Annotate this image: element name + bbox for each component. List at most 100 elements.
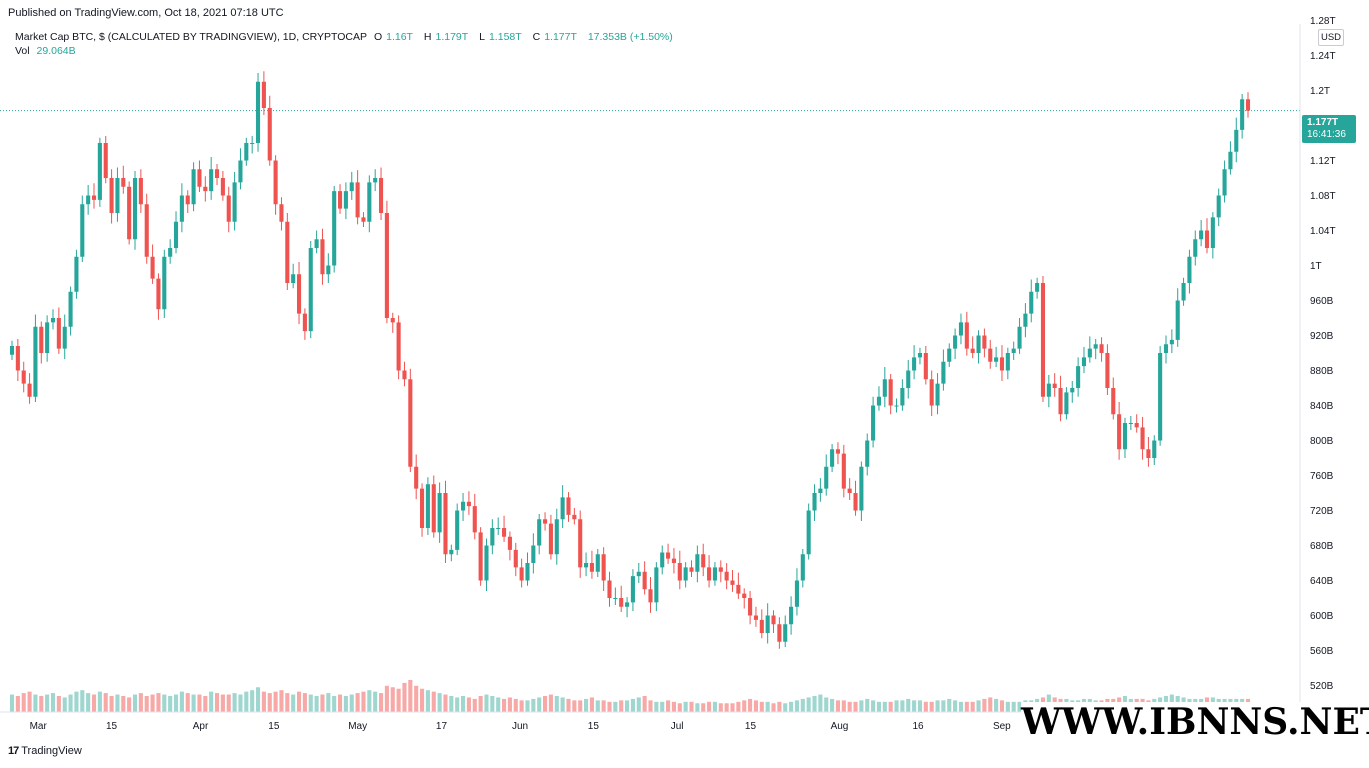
tradingview-logo[interactable]: 17 TradingView bbox=[8, 745, 82, 757]
candle-body bbox=[554, 519, 559, 555]
volume-bar bbox=[255, 687, 261, 712]
candle-body bbox=[607, 580, 612, 598]
volume-bar bbox=[701, 703, 706, 712]
candle-body bbox=[1199, 230, 1204, 240]
price-axis[interactable]: 520B 560B 600B 640B 680B 720B 760B 800B 840B 880B… bbox=[1299, 16, 1336, 712]
candle-body bbox=[33, 326, 38, 397]
volume-bar bbox=[320, 694, 325, 712]
candle-body bbox=[671, 558, 676, 563]
time-tick-label: Mar bbox=[30, 721, 48, 732]
price-tick-label: 760B bbox=[1310, 471, 1334, 482]
volume-bar bbox=[132, 694, 138, 712]
volume-bar bbox=[291, 694, 296, 712]
volume-bar bbox=[390, 687, 395, 712]
candle-body bbox=[976, 335, 981, 353]
candle-body bbox=[958, 322, 964, 336]
candle-body bbox=[1122, 423, 1128, 450]
candle-body bbox=[326, 265, 331, 275]
candle-body bbox=[794, 580, 799, 607]
volume-bar bbox=[437, 693, 442, 712]
volume-bar bbox=[162, 694, 167, 712]
candle-body bbox=[1146, 449, 1151, 458]
volume-bar bbox=[566, 698, 571, 712]
candle-body bbox=[1029, 291, 1034, 314]
volume-bar bbox=[220, 694, 225, 712]
volume-bar bbox=[572, 700, 577, 712]
candle-body bbox=[437, 493, 442, 533]
candle-body bbox=[953, 335, 958, 349]
volume-bar bbox=[953, 700, 958, 712]
candle-body bbox=[636, 571, 641, 577]
volume-bar bbox=[21, 693, 26, 712]
candle-body bbox=[1210, 217, 1215, 248]
currency-badge[interactable]: USD bbox=[1318, 29, 1344, 46]
candle-body bbox=[214, 169, 220, 178]
candle-body bbox=[484, 545, 489, 581]
volume-bar bbox=[584, 698, 589, 712]
change-value: 17.353B (+1.50%) bbox=[587, 31, 673, 43]
candle-body bbox=[1193, 239, 1198, 257]
candle-body bbox=[1076, 366, 1081, 388]
high-value: 1.179T bbox=[435, 31, 469, 43]
candle-body bbox=[548, 523, 553, 555]
symbol-title[interactable]: Market Cap BTC, $ (CALCULATED BY TRADING… bbox=[15, 31, 368, 43]
volume-bar bbox=[548, 694, 553, 712]
volume-bar bbox=[941, 700, 946, 712]
volume-bar bbox=[232, 693, 237, 712]
volume-bar bbox=[150, 694, 155, 712]
candle-body bbox=[625, 602, 630, 607]
volume-label[interactable]: Vol bbox=[15, 45, 30, 57]
candle-body bbox=[91, 195, 97, 200]
volume-bar bbox=[109, 696, 114, 712]
volume-bar bbox=[783, 703, 788, 712]
volume-bar bbox=[127, 697, 132, 712]
volume-bar bbox=[619, 700, 624, 712]
candle-body bbox=[707, 567, 712, 581]
price-tick-label: 840B bbox=[1310, 401, 1334, 412]
candle-body bbox=[730, 580, 735, 585]
time-tick-label: 17 bbox=[436, 721, 448, 732]
volume-bar bbox=[531, 698, 536, 712]
candle-body bbox=[871, 405, 876, 441]
volume-bar bbox=[625, 700, 630, 712]
volume-bar bbox=[636, 697, 641, 712]
candle-body bbox=[1117, 414, 1122, 450]
volume-bar bbox=[988, 697, 993, 712]
volume-bar bbox=[461, 696, 466, 712]
volume-value: 29.064B bbox=[36, 45, 76, 57]
candle-body bbox=[378, 178, 384, 213]
volume-bar bbox=[906, 698, 911, 712]
volume-bar bbox=[185, 693, 190, 712]
candle-body bbox=[917, 353, 923, 358]
candle-body bbox=[285, 221, 290, 283]
candle-body bbox=[964, 322, 969, 349]
volume-bar bbox=[794, 700, 799, 712]
volume-bar bbox=[736, 701, 741, 712]
volume-bar bbox=[707, 701, 712, 712]
volume-bar bbox=[238, 694, 243, 712]
volume-bar bbox=[730, 703, 735, 712]
candle-body bbox=[1070, 388, 1075, 393]
candle-body bbox=[162, 256, 167, 310]
candle-body bbox=[999, 357, 1005, 371]
last-price-value: 1.177T bbox=[1307, 117, 1339, 128]
volume-bar bbox=[1017, 701, 1022, 712]
candle-body bbox=[566, 497, 571, 515]
candle-body bbox=[701, 554, 706, 568]
candle-body bbox=[115, 178, 120, 213]
volume-bar bbox=[191, 694, 196, 712]
volume-bar bbox=[900, 700, 905, 712]
volume-bar bbox=[912, 700, 917, 712]
candle-body bbox=[648, 589, 653, 603]
candle-body bbox=[255, 81, 261, 143]
candle-body bbox=[736, 584, 741, 594]
time-tick-label: 16 bbox=[912, 721, 924, 732]
price-tick-label: 1.04T bbox=[1310, 226, 1336, 237]
volume-bar bbox=[830, 698, 835, 712]
volume-bar bbox=[86, 693, 91, 712]
candle-body bbox=[1158, 353, 1163, 441]
candle-body bbox=[490, 528, 495, 546]
volume-bar bbox=[765, 701, 770, 712]
candle-body bbox=[27, 383, 32, 397]
